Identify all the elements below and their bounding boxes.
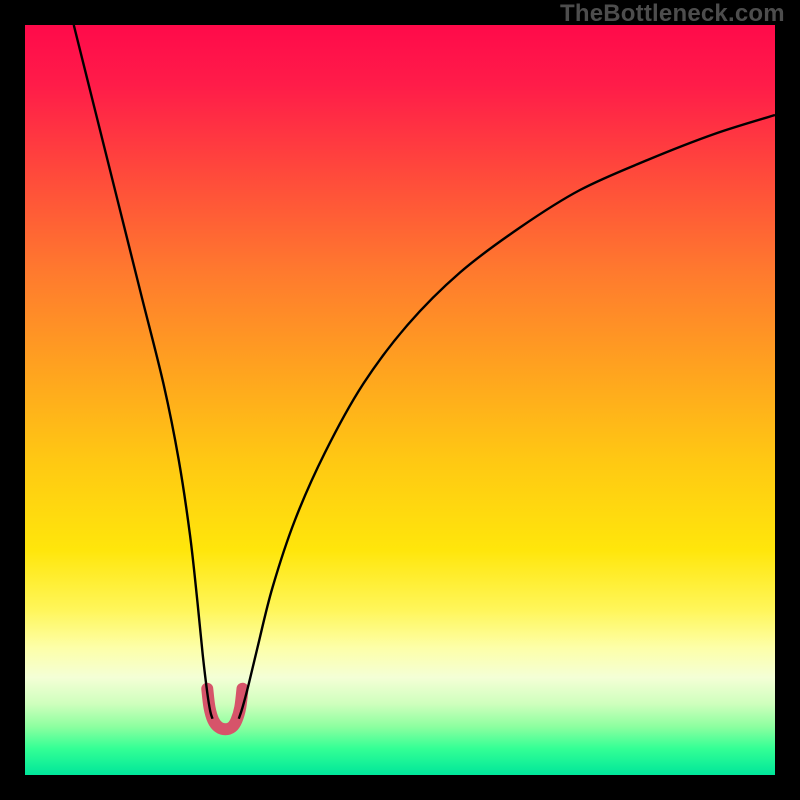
gradient-background <box>25 25 775 775</box>
watermark-text: TheBottleneck.com <box>560 0 785 28</box>
chart-svg <box>25 25 775 775</box>
plot-area <box>25 25 775 775</box>
